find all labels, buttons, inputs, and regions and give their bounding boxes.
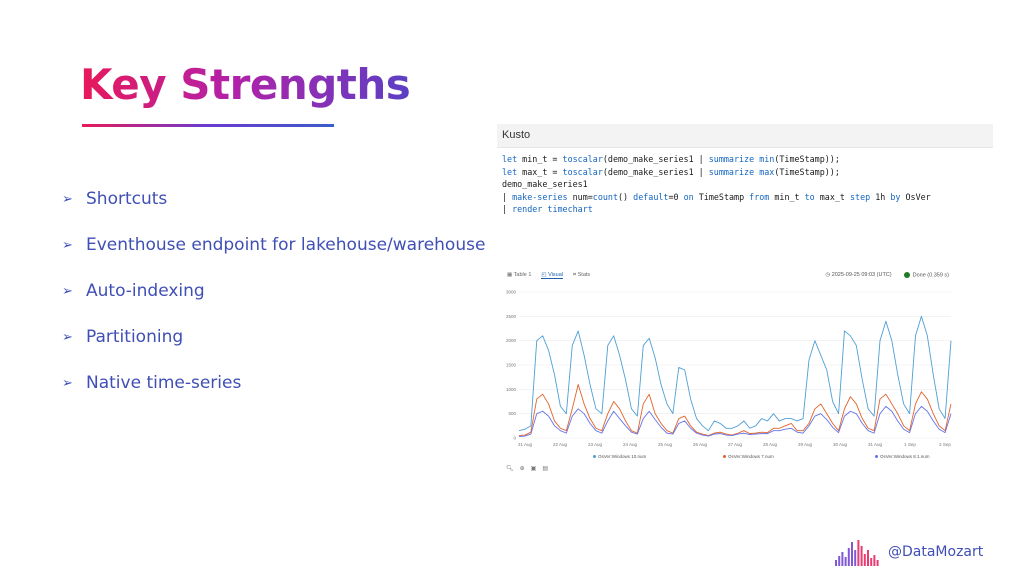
arrow-bullet-icon: ➢ (62, 237, 73, 253)
tab-stats[interactable]: ⌗ Stats (573, 272, 591, 278)
code-line: let max_t = toscalar(demo_make_series1 |… (502, 166, 840, 177)
series-line[interactable] (518, 384, 952, 437)
x-tick-label: 2 Sep (939, 442, 951, 447)
code-language-label: Kusto (497, 124, 993, 148)
x-tick-label: 25 Aug (658, 442, 673, 447)
code-line: let min_t = toscalar(demo_make_series1 |… (502, 154, 840, 164)
x-tick-label: 24 Aug (623, 442, 638, 447)
logo-bar (860, 546, 863, 566)
brand-handle: @DataMozart (888, 544, 984, 560)
bullet-text: Auto-indexing (86, 281, 205, 301)
logo-bar (841, 552, 844, 566)
legend-item-win7[interactable]: OsVer:Windows 7.num (723, 454, 774, 459)
logo-bar (851, 542, 853, 566)
bullet-item: ➢ Partitioning (62, 314, 485, 360)
slide-title: Key Strengths (80, 60, 411, 109)
logo-bar (870, 558, 873, 566)
done-check-icon (903, 272, 910, 278)
kusto-code-panel[interactable]: Kusto let min_t = toscalar(demo_make_ser… (497, 124, 993, 224)
kusto-code[interactable]: let min_t = toscalar(demo_make_series1 |… (497, 148, 993, 216)
tab-visual[interactable]: ◰ Visual (541, 272, 564, 279)
series-line[interactable] (518, 405, 952, 437)
logo-bar (844, 557, 847, 566)
pan-icon[interactable]: ⊕ (519, 466, 525, 472)
logo-bar (863, 554, 866, 566)
chart-toolbar: 🔍︎ ⊕ ▣ ▤ (506, 465, 548, 472)
y-tick-label: 1000 (506, 387, 517, 392)
brand: @DataMozart (834, 536, 983, 566)
logo-bar (876, 560, 879, 566)
done-status: Done (0.359 s) (903, 272, 949, 278)
arrow-bullet-icon: ➢ (62, 283, 73, 299)
datamozart-logo (835, 540, 879, 566)
x-tick-label: 26 Aug (693, 442, 708, 447)
logo-bar (854, 550, 857, 566)
logo-bar (835, 560, 837, 566)
arrow-bullet-icon: ➢ (62, 375, 73, 391)
bullet-text: Shortcuts (86, 189, 168, 209)
x-tick-label: 23 Aug (588, 442, 603, 447)
code-line: demo_make_series1 (502, 179, 588, 189)
y-tick-label: 500 (508, 411, 516, 416)
logo-bar (873, 555, 876, 566)
timechart: 0 500 1000 1500 2000 2500 3000 21 Aug 22 Aug 23 A… (506, 290, 952, 447)
bullet-list: ➢ Shortcuts ➢ Eventhouse endpoint for lake… (62, 176, 485, 406)
y-tick-label: 2000 (506, 338, 517, 343)
code-line: | make-series num=count() default=0 on T… (502, 191, 931, 202)
query-results-panel: ▦ Table 1 ◰ Visual ⌗ Stats ◷ 2025-09-25 … (503, 268, 955, 478)
query-timestamp: ◷ 2025-09-25 09:03 (UTC) (825, 272, 892, 279)
x-tick-label: 31 Aug (868, 442, 883, 447)
arrow-bullet-icon: ➢ (62, 191, 73, 207)
bullet-item: ➢ Eventhouse endpoint for lakehouse/wareh… (62, 222, 485, 268)
y-tick-label: 3000 (506, 290, 517, 295)
bullet-item: ➢ Shortcuts (62, 176, 485, 222)
title-underline (82, 124, 334, 127)
results-tabs: ▦ Table 1 ◰ Visual ⌗ Stats (507, 272, 590, 279)
x-tick-label: 29 Aug (798, 442, 813, 447)
y-tick-label: 1500 (506, 363, 517, 368)
series-line[interactable] (518, 315, 952, 432)
x-tick-label: 27 Aug (728, 442, 743, 447)
x-tick-label: 30 Aug (833, 442, 848, 447)
logo-bar (847, 548, 850, 566)
zoom-icon[interactable]: 🔍︎ (506, 466, 514, 472)
bullet-item: ➢ Native time-series (62, 360, 485, 406)
bullet-text: Native time-series (86, 373, 242, 393)
x-tick-label: 28 Aug (763, 442, 778, 447)
bullet-text: Partitioning (86, 327, 184, 347)
x-tick-label: 22 Aug (553, 442, 568, 447)
x-tick-label: 21 Aug (518, 442, 533, 447)
logo-bar (867, 550, 869, 566)
legend-item-win81[interactable]: OsVer:Windows 8.1.num (875, 454, 930, 459)
y-tick-label: 0 (513, 436, 516, 441)
tab-table-1[interactable]: ▦ Table 1 (507, 272, 532, 278)
reset-icon[interactable]: ▣ (530, 466, 537, 472)
y-tick-label: 2500 (506, 314, 517, 319)
logo-bar (838, 556, 841, 566)
bullet-item: ➢ Auto-indexing (62, 268, 485, 314)
query-status: ◷ 2025-09-25 09:03 (UTC) Done (0.359 s) (825, 272, 949, 278)
arrow-bullet-icon: ➢ (62, 329, 73, 345)
bullet-text: Eventhouse endpoint for lakehouse/wareho… (86, 235, 486, 255)
logo-bar (857, 540, 860, 566)
export-icon[interactable]: ▤ (542, 466, 548, 472)
x-tick-label: 1 Sep (904, 442, 916, 447)
legend-item-win10[interactable]: OsVer:Windows 10.num (593, 454, 646, 459)
code-line: | render timechart (502, 204, 593, 214)
